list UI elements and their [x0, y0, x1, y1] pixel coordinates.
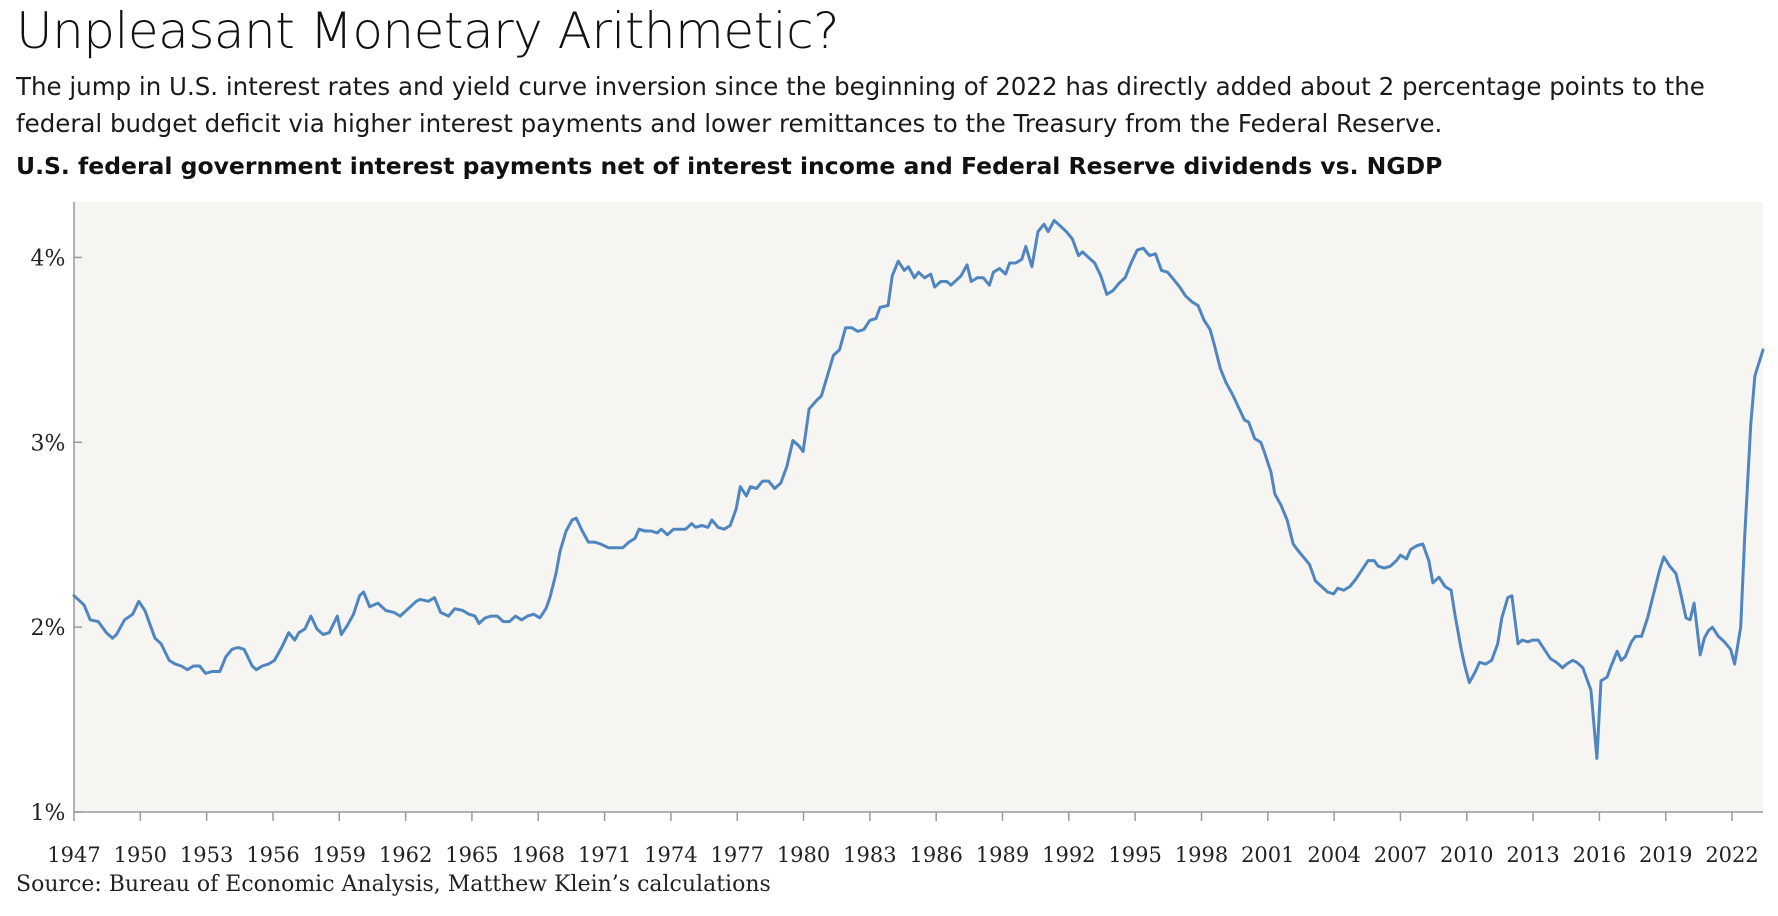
y-tick-label: 2% — [31, 616, 66, 641]
page-title: Unpleasant Monetary Arithmetic? — [16, 2, 840, 60]
x-tick-label: 2019 — [1639, 843, 1692, 867]
x-tick-label: 2007 — [1374, 843, 1427, 867]
x-tick-label: 1956 — [246, 843, 299, 867]
y-tick-label: 3% — [31, 431, 66, 456]
x-tick-label: 1980 — [777, 843, 830, 867]
x-tick-label: 2004 — [1307, 843, 1360, 867]
y-tick-label: 4% — [31, 246, 66, 271]
page-subtitle: The jump in U.S. interest rates and yiel… — [16, 72, 1705, 138]
x-tick-label: 1977 — [710, 843, 763, 867]
y-tick-label: 1% — [31, 801, 66, 826]
chart-title: U.S. federal government interest payment… — [16, 152, 1443, 180]
line-chart: 1% 2% 3% 4% 1947 1950 1953 1956 1959 1962 1965 196… — [31, 202, 1765, 867]
x-tick-label: 2016 — [1573, 843, 1626, 867]
series-line — [72, 219, 1765, 760]
source-note: Source: Bureau of Economic Analysis, Mat… — [16, 872, 771, 897]
x-tick-label: 2013 — [1506, 843, 1559, 867]
x-tick-label: 1947 — [47, 843, 100, 867]
y-axis: 1% 2% 3% 4% — [31, 202, 82, 826]
x-tick-label: 1995 — [1108, 843, 1161, 867]
x-tick-label: 1983 — [843, 843, 896, 867]
x-tick-label: 2010 — [1440, 843, 1493, 867]
x-axis: 1947 1950 1953 1956 1959 1962 1965 1968 1971 1974… — [47, 811, 1763, 867]
x-tick-label: 1965 — [445, 843, 498, 867]
x-tick-label: 1986 — [909, 843, 962, 867]
x-tick-label: 1992 — [1042, 843, 1095, 867]
x-tick-label: 1998 — [1175, 843, 1228, 867]
x-tick-label: 1968 — [512, 843, 565, 867]
x-tick-label: 2001 — [1241, 843, 1294, 867]
x-tick-label: 2022 — [1705, 843, 1758, 867]
x-tick-label: 1959 — [313, 843, 366, 867]
x-tick-label: 1950 — [114, 843, 167, 867]
x-tick-label: 1962 — [379, 843, 432, 867]
x-tick-label: 1989 — [976, 843, 1029, 867]
plot-background — [74, 202, 1763, 812]
x-tick-label: 1971 — [578, 843, 631, 867]
x-tick-label: 1974 — [644, 843, 697, 867]
x-tick-label: 1953 — [180, 843, 233, 867]
